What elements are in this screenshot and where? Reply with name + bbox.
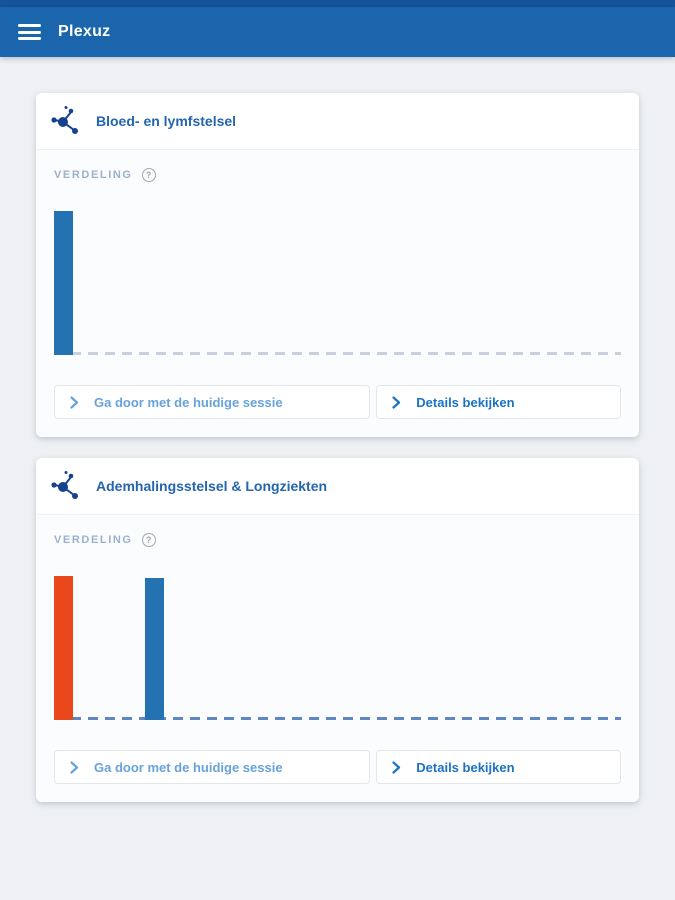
molecule-icon xyxy=(51,106,78,134)
card-title: Bloed- en lymfstelsel xyxy=(96,113,237,129)
card-body: VERDELING ? Ga door met de huidige sessi… xyxy=(36,150,639,437)
continue-session-button[interactable]: Ga door met de huidige sessie xyxy=(54,385,371,419)
chart-baseline xyxy=(54,717,621,720)
view-details-button[interactable]: Details bekijken xyxy=(376,750,621,784)
molecule-icon xyxy=(51,471,78,499)
chevron-right-icon xyxy=(70,760,79,774)
help-icon[interactable]: ? xyxy=(141,533,156,547)
section-row: VERDELING ? xyxy=(54,168,621,182)
chevron-right-icon xyxy=(392,760,401,774)
card-header: Bloed- en lymfstelsel xyxy=(36,93,639,150)
help-icon[interactable]: ? xyxy=(141,168,156,182)
view-details-button[interactable]: Details bekijken xyxy=(376,385,621,419)
card-header: Ademhalingsstelsel & Longziekten xyxy=(36,458,639,515)
card-body: VERDELING ? Ga door met de huidige sessi… xyxy=(36,515,639,802)
section-label: VERDELING xyxy=(54,534,133,546)
page-content: Bloed- en lymfstelsel VERDELING ? Ga doo… xyxy=(0,57,675,802)
chart-baseline xyxy=(54,352,621,355)
app-title: Plexuz xyxy=(58,23,111,40)
card-bloed-en-lymfstelsel: Bloed- en lymfstelsel VERDELING ? Ga doo… xyxy=(36,93,639,437)
card-actions: Ga door met de huidige sessie Details be… xyxy=(54,750,621,784)
chart-bar xyxy=(54,576,73,720)
distribution-chart xyxy=(54,208,621,355)
section-row: VERDELING ? xyxy=(54,533,621,547)
view-details-label: Details bekijken xyxy=(416,759,515,775)
card-actions: Ga door met de huidige sessie Details be… xyxy=(54,385,621,419)
chart-bar xyxy=(54,211,73,355)
view-details-label: Details bekijken xyxy=(416,394,515,410)
chevron-right-icon xyxy=(392,395,401,409)
card-ademhalingsstelsel-longziekten: Ademhalingsstelsel & Longziekten VERDELI… xyxy=(36,458,639,802)
continue-session-label: Ga door met de huidige sessie xyxy=(94,759,283,775)
app-bar: Plexuz xyxy=(0,7,675,57)
continue-session-label: Ga door met de huidige sessie xyxy=(94,394,283,410)
chart-bar xyxy=(145,578,164,720)
section-label: VERDELING xyxy=(54,169,133,181)
status-bar xyxy=(0,0,675,7)
continue-session-button[interactable]: Ga door met de huidige sessie xyxy=(54,750,371,784)
distribution-chart xyxy=(54,573,621,720)
card-title: Ademhalingsstelsel & Longziekten xyxy=(96,478,328,494)
chevron-right-icon xyxy=(70,395,79,409)
hamburger-menu-icon[interactable] xyxy=(18,24,41,40)
